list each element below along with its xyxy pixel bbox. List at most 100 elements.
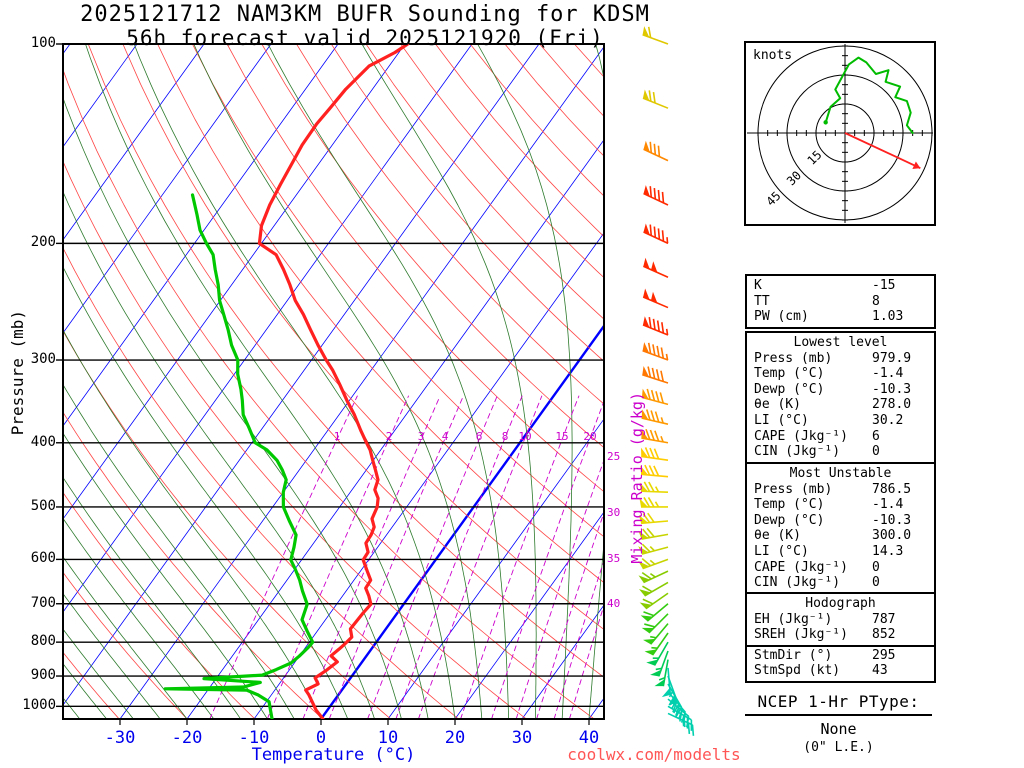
index-row: TT 8 <box>747 294 934 310</box>
hodograph-units-label: knots <box>753 48 793 63</box>
temperature-tick-label: -30 <box>104 728 136 748</box>
index-label: StmSpd (kt) <box>754 663 841 679</box>
index-value: 14.3 <box>872 543 904 559</box>
wind-barb <box>638 512 669 525</box>
index-value: 6 <box>872 428 880 444</box>
mixing-ratio-label: 20 <box>583 430 597 443</box>
wind-barb <box>638 527 669 540</box>
wind-barb <box>639 497 668 508</box>
hodograph-ring <box>786 74 904 192</box>
pressure-tick-label: 700 <box>30 595 56 611</box>
mixing-ratio-edge-label: 25 <box>607 450 621 463</box>
mixing-ratio-label: 6 <box>475 430 483 443</box>
wind-barb <box>638 558 669 570</box>
wind-barb <box>642 316 669 336</box>
index-value: 852 <box>872 627 896 643</box>
temperature-curve <box>257 44 410 719</box>
index-label: Temp (°C) <box>754 497 825 513</box>
wind-barb <box>650 650 669 677</box>
index-label: PW (cm) <box>754 309 809 325</box>
ptype-value: None <box>820 720 857 738</box>
wind-barb <box>639 592 669 610</box>
index-label: SREH (Jkg⁻¹) <box>754 627 848 643</box>
wind-barb <box>661 667 672 698</box>
index-row: θe (K) 300.0 <box>747 528 934 544</box>
hodograph-trace <box>824 56 914 134</box>
watermark-link[interactable]: coolwx.com/modelts <box>567 745 741 764</box>
index-value: 0 <box>872 575 880 591</box>
sounding-curves <box>163 44 410 719</box>
index-label: CAPE (Jkg⁻¹) <box>754 559 848 575</box>
dewpoint-curve <box>163 193 315 719</box>
index-row: SREH (Jkg⁻¹) 852 <box>747 627 934 643</box>
wind-barb <box>638 570 669 584</box>
index-label: EH (Jkg⁻¹) <box>754 611 833 627</box>
pressure-tick-label: 500 <box>30 498 56 514</box>
pressure-tick-label: 600 <box>30 550 56 566</box>
index-value: 30.2 <box>872 412 904 428</box>
wind-barb <box>642 365 669 384</box>
index-value: 8 <box>872 293 880 309</box>
wind-barb <box>642 342 669 361</box>
index-value: 295 <box>872 647 896 663</box>
index-label: Dewp (°C) <box>754 381 825 397</box>
indices-summary-box: K -15 TT 8 PW (cm) 1.03 <box>745 274 936 329</box>
index-row: Temp (°C) -1.4 <box>747 366 934 382</box>
index-value: 43 <box>872 663 888 679</box>
index-row: Press (mb) 979.9 <box>747 351 934 367</box>
storm-motion-vector <box>844 132 921 169</box>
index-row: LI (°C) 30.2 <box>747 413 934 429</box>
wind-barb <box>641 388 669 406</box>
indices-lowest-level-box: Lowest level Press (mb) 979.9 Temp (°C) -1.… <box>745 331 936 464</box>
index-label: θe (K) <box>754 528 801 544</box>
wind-barb <box>643 623 669 645</box>
pressure-tick-label: 300 <box>30 351 56 367</box>
index-row: EH (Jkg⁻¹) 787 <box>747 612 934 628</box>
wind-barb <box>638 581 669 597</box>
hodograph-ring <box>757 45 933 221</box>
index-value: -10.3 <box>872 381 912 397</box>
index-label: θe (K) <box>754 397 801 413</box>
index-value: 278.0 <box>872 397 912 413</box>
hodograph-ring <box>815 103 875 163</box>
pressure-grid <box>56 43 605 725</box>
temperature-tick-label: 0 <box>315 728 327 748</box>
index-label: LI (°C) <box>754 543 809 559</box>
mixing-ratio-edge-label: 30 <box>607 506 621 519</box>
hodograph-header: Hodograph <box>805 596 876 611</box>
index-label: LI (°C) <box>754 412 809 428</box>
index-value: -10.3 <box>872 512 912 528</box>
wind-barb <box>641 613 669 634</box>
mixing-ratio-label: 15 <box>555 430 569 443</box>
index-row: CAPE (Jkg⁻¹) 0 <box>747 560 934 576</box>
index-value: 0 <box>872 559 880 575</box>
index-row: Dewp (°C) -10.3 <box>747 513 934 529</box>
mixing-ratio-edge-label: 40 <box>607 597 621 610</box>
wind-barb <box>640 464 669 478</box>
wind-barb <box>638 543 669 555</box>
mixing-ratio-label: 10 <box>518 430 532 443</box>
wind-barb <box>643 140 669 162</box>
temperature-tick-label: 40 <box>578 728 600 748</box>
wind-barb <box>640 447 669 461</box>
index-row: StmDir (°) 295 <box>747 648 934 664</box>
most-unstable-header: Most Unstable <box>789 466 892 481</box>
index-label: Dewp (°C) <box>754 512 825 528</box>
pressure-tick-label: 400 <box>30 434 56 450</box>
pressure-tick-label: 100 <box>30 35 56 51</box>
index-value: -15 <box>872 278 896 293</box>
temperature-tick-label: 30 <box>511 728 533 748</box>
wind-barb <box>644 632 669 656</box>
pressure-tick-label: 900 <box>30 667 56 683</box>
wind-barb <box>643 223 669 245</box>
wind-barb <box>642 89 669 109</box>
index-value: 786.5 <box>872 481 912 497</box>
mixing-ratio-label: 2 <box>385 430 393 443</box>
temperature-tick-label: 10 <box>377 728 399 748</box>
mixing-ratio-axis-label: Mixing Ratio (g/kg) <box>628 392 646 564</box>
index-label: TT <box>754 293 770 309</box>
wind-barb <box>643 257 669 278</box>
index-row: CIN (Jkg⁻¹) 0 <box>747 575 934 591</box>
